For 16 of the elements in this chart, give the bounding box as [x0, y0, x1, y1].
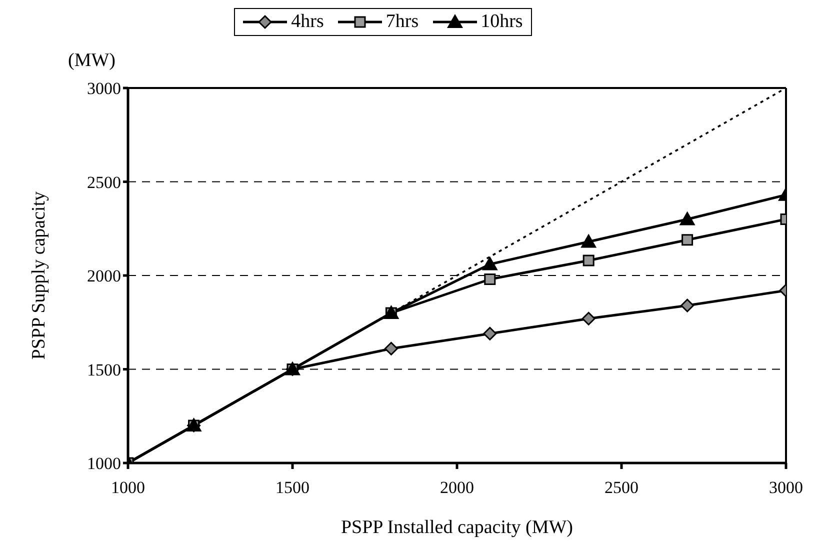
y-tick-label: 2500	[87, 172, 121, 192]
x-tick-label: 2000	[440, 478, 474, 498]
y-tick-label: 2000	[87, 266, 121, 286]
x-tick-label: 3000	[769, 478, 803, 498]
x-axis-title: PSPP Installed capacity (MW)	[340, 517, 574, 538]
y-tick-label: 3000	[87, 79, 121, 98]
legend-label: 7hrs	[386, 11, 419, 33]
legend-label: 10hrs	[480, 11, 523, 33]
x-tick-label: 2500	[604, 478, 638, 498]
y-tick-label: 1000	[87, 454, 121, 474]
legend-label: 4hrs	[291, 11, 324, 33]
y-tick-label: 1500	[87, 360, 121, 380]
x-tick-label: 1500	[276, 478, 310, 498]
y-axis-title: PSPP Supply capacity	[28, 190, 50, 360]
text: (MW)	[68, 50, 116, 72]
x-tick-label: 1000	[111, 478, 145, 498]
